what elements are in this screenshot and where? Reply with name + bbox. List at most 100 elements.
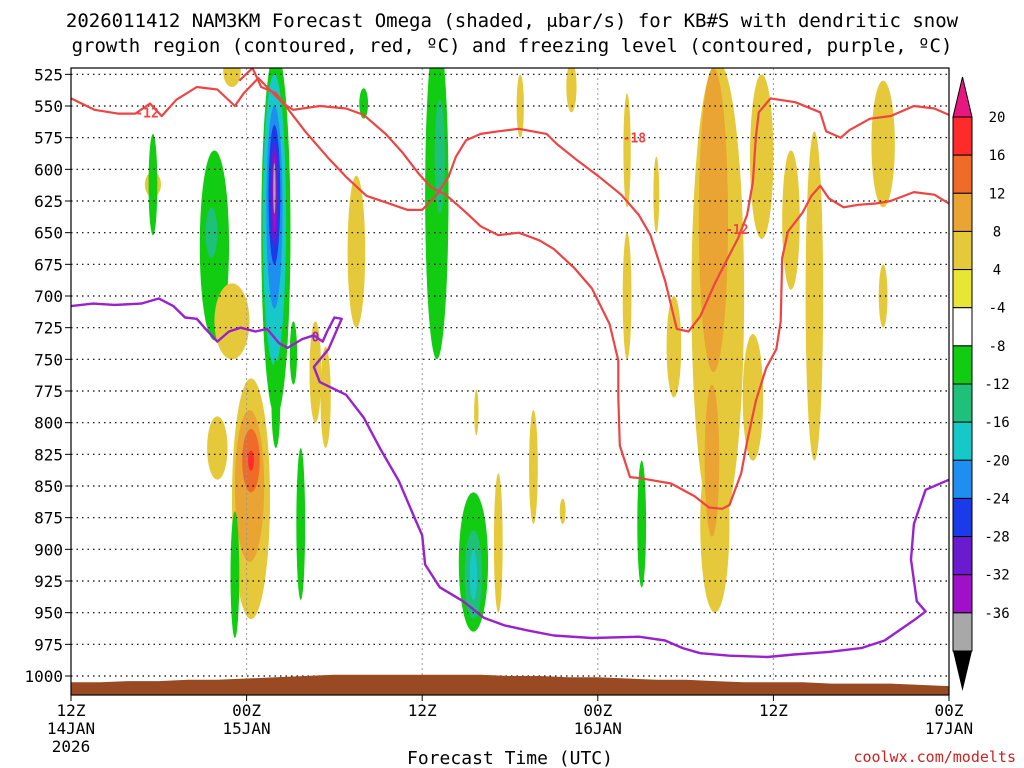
omega-shading-cell <box>698 68 729 372</box>
dendritic-contour-minus18-mid <box>238 68 949 333</box>
colorbar-top-arrow <box>952 76 973 118</box>
y-tick-label: 775 <box>34 382 63 401</box>
omega-shading-cell <box>320 346 331 449</box>
colorbar-segment <box>952 154 973 194</box>
y-tick-label: 975 <box>34 635 63 654</box>
omega-shading-cell <box>469 549 478 601</box>
omega-shading-cell <box>666 296 682 398</box>
omega-shading-cell <box>271 359 281 448</box>
omega-shading <box>144 68 895 638</box>
omega-shading-cell <box>248 450 254 471</box>
x-tick-label: 15JAN <box>223 719 271 738</box>
colorbar-label: 16 <box>989 148 1006 164</box>
dendritic-growth-contours <box>71 68 949 510</box>
omega-shading-cell <box>566 68 577 113</box>
colorbar: 20 16 12 8 4 -4 -8 -12 -16 -20 -24 -28 -32 -36 <box>952 76 1010 691</box>
omega-shading-cell <box>223 68 241 87</box>
omega-shading-cell <box>207 416 228 480</box>
y-tick-label: 675 <box>34 255 63 274</box>
y-tick-label: 825 <box>34 445 63 464</box>
y-tick-label: 900 <box>34 540 63 559</box>
omega-shading-cell <box>782 150 800 290</box>
omega-shading-cell <box>742 334 764 461</box>
omega-shading-cell <box>704 384 720 537</box>
colorbar-segment <box>952 574 973 614</box>
y-tick-label: 950 <box>34 604 63 623</box>
omega-shading-cell <box>205 207 218 258</box>
colorbar-label: -20 <box>984 453 1009 469</box>
y-tick-label: 800 <box>34 414 63 433</box>
omega-shading-cell <box>653 156 660 233</box>
y-tick-label: 750 <box>34 350 63 369</box>
y-tick-label: 725 <box>34 319 63 338</box>
colorbar-label: -16 <box>984 415 1009 431</box>
y-tick-label: 550 <box>34 97 63 116</box>
plot-area: -12 -18 -12 0 <box>70 67 950 696</box>
colorbar-label: 12 <box>989 186 1006 202</box>
colorbar-label: -36 <box>984 606 1009 622</box>
y-tick-label: 575 <box>34 129 63 148</box>
colorbar-bottom-arrow <box>953 651 972 691</box>
x-tick-label: 16JAN <box>574 719 622 738</box>
omega-shading-cell <box>214 283 250 360</box>
x-tick-label: 00Z <box>583 701 612 720</box>
credit-text: coolwx.com/modelts <box>853 748 1016 766</box>
colorbar-segment <box>952 269 973 309</box>
terrain-fill <box>71 674 949 695</box>
omega-shading-cell <box>749 74 774 239</box>
colorbar-label: -32 <box>984 568 1009 584</box>
contour-label: -12 <box>725 223 748 238</box>
x-tick-label: 12Z <box>408 701 437 720</box>
x-tick-label: 12Z <box>57 701 86 720</box>
freezing-contour-freezing-level <box>71 297 949 659</box>
omega-shading-cell <box>230 511 240 638</box>
colorbar-segment <box>952 116 973 156</box>
y-tick-label: 525 <box>34 65 63 84</box>
contour-label: 0 <box>311 331 319 346</box>
colorbar-label: 20 <box>989 110 1006 126</box>
colorbar-segment <box>952 345 973 385</box>
colorbar-segment <box>952 383 973 423</box>
omega-shading-cell <box>296 448 306 600</box>
colorbar-label: -8 <box>989 339 1006 355</box>
omega-shading-cell <box>347 175 366 328</box>
x-tick-label: 00Z <box>935 701 964 720</box>
y-tick-label: 875 <box>34 509 63 528</box>
colorbar-label: 4 <box>993 263 1001 279</box>
omega-shading-cell <box>516 74 524 138</box>
omega-shading-cell <box>474 389 479 436</box>
chart-title-line1: 2026011412 NAM3KM Forecast Omega (shaded… <box>66 10 959 32</box>
omega-shading-cell <box>623 93 631 208</box>
plot-frame <box>70 67 950 696</box>
y-tick-label: 625 <box>34 192 63 211</box>
omega-shading-cell <box>493 473 503 613</box>
freezing-level-contours <box>71 297 949 659</box>
colorbar-segment <box>952 612 973 652</box>
colorbar-segment <box>952 497 973 538</box>
grid-lines <box>71 68 949 695</box>
omega-shading-cell <box>878 264 888 328</box>
x-tick-label: 17JAN <box>925 719 973 738</box>
x-tick-label: 2026 <box>52 737 91 756</box>
y-tick-label: 850 <box>34 477 63 496</box>
x-tick-label: 14JAN <box>47 719 95 738</box>
colorbar-label: 8 <box>993 224 1001 240</box>
omega-shading-cell <box>148 133 158 236</box>
colorbar-label: -24 <box>984 491 1009 507</box>
y-tick-label: 650 <box>34 224 63 243</box>
contour-label: -18 <box>623 132 647 147</box>
x-axis-label: Forecast Time (UTC) <box>407 748 613 768</box>
dendritic-contour-minus12-upper <box>71 76 949 510</box>
contour-label: -12 <box>135 106 158 121</box>
colorbar-label: -28 <box>984 530 1009 546</box>
y-tick-label: 1000 <box>24 667 63 686</box>
omega-shading-cell <box>559 498 566 524</box>
colorbar-label: -12 <box>984 377 1009 393</box>
omega-shading-cell <box>289 321 298 385</box>
terrain <box>71 674 949 695</box>
colorbar-segment <box>952 192 973 232</box>
colorbar-segment <box>952 421 973 461</box>
y-axis: 525 550 575 600 625 650 675 700 725 750 775 800 825 8… <box>24 65 71 686</box>
x-tick-label: 12Z <box>759 701 788 720</box>
